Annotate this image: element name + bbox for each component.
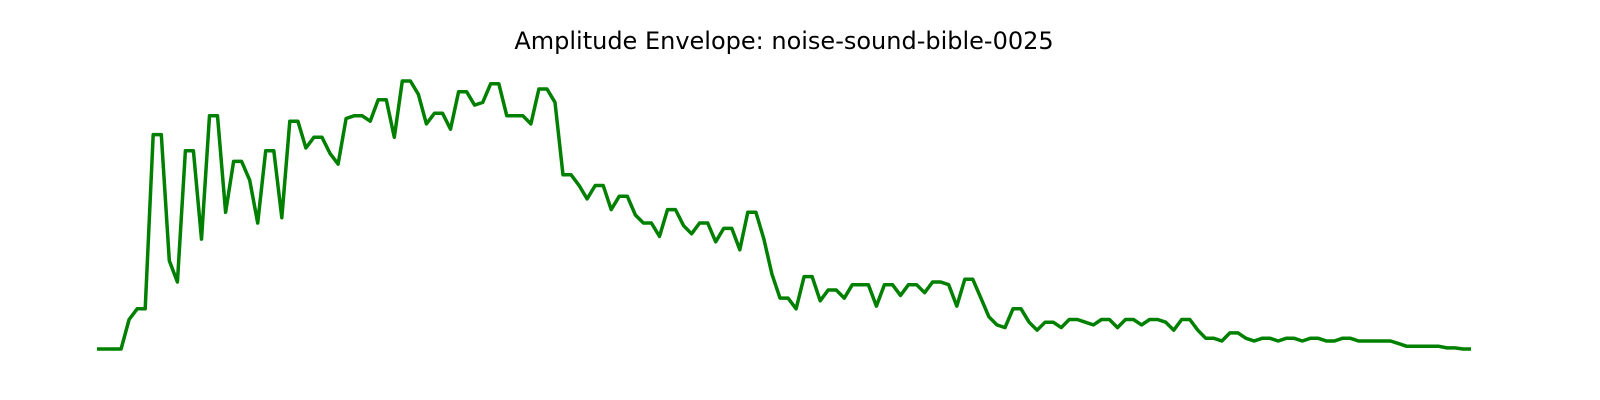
chart-title: Amplitude Envelope: noise-sound-bible-00… [514, 27, 1053, 55]
envelope-line [97, 79, 1471, 351]
